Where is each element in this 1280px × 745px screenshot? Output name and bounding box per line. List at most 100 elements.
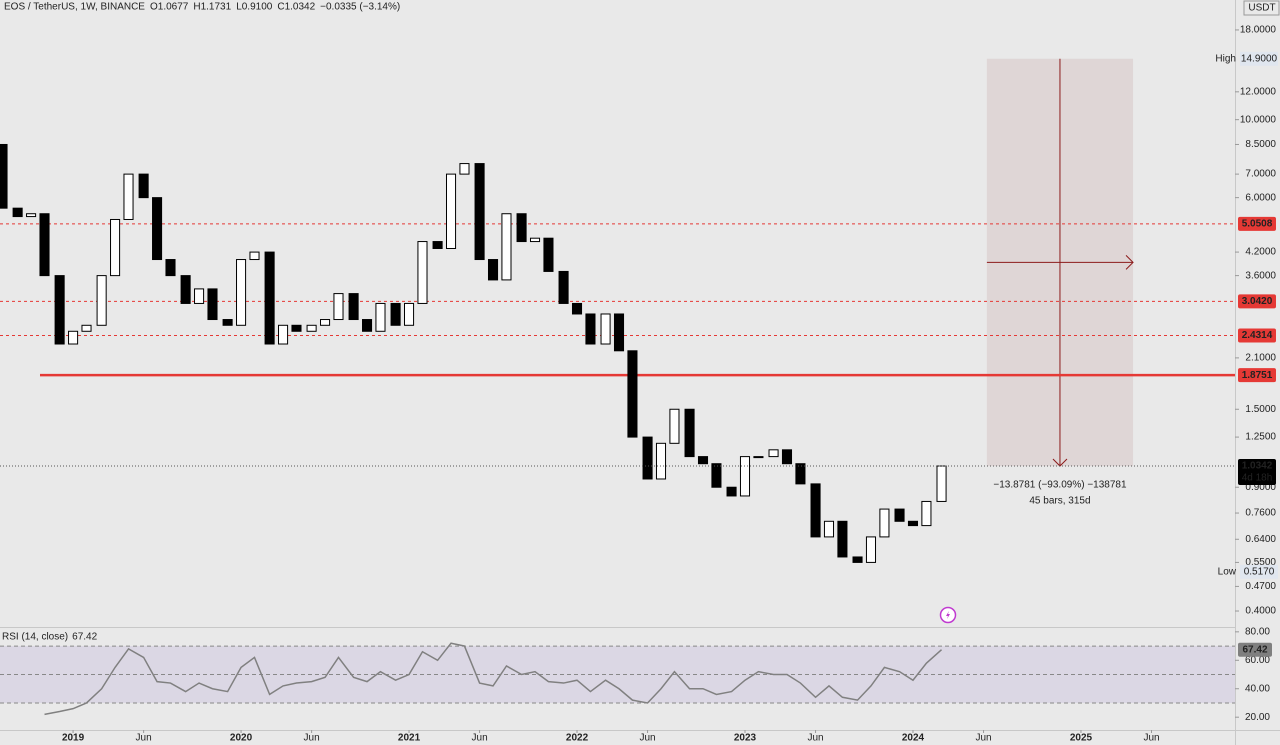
- rsi-y-tick-label: 60.00: [1245, 655, 1270, 666]
- candle-body: [613, 313, 625, 352]
- candle-body: [249, 251, 260, 261]
- x-tick-label: Jun: [136, 733, 152, 744]
- candle-body: [54, 275, 65, 345]
- candle-body: [627, 350, 638, 438]
- candle-body: [207, 288, 218, 321]
- candle-body: [474, 163, 485, 261]
- candle-body: [152, 197, 163, 261]
- x-tick-label: 2025: [1070, 733, 1093, 744]
- candle-body: [907, 520, 919, 527]
- low-marker-tag: [1240, 564, 1278, 579]
- y-tick-label: 0.4700: [1245, 581, 1276, 592]
- countdown: 4d 18h: [1242, 473, 1273, 484]
- y-tick-label: 1.2500: [1245, 432, 1276, 443]
- price-level-tag: [1238, 216, 1276, 231]
- y-tick-label: 0.4000: [1245, 606, 1276, 617]
- y-tick-label: 8.5000: [1245, 139, 1276, 150]
- candle-body: [655, 442, 667, 480]
- low-marker-name: Low: [1218, 566, 1237, 577]
- candle-body: [529, 237, 541, 243]
- x-tick-label: Jun: [304, 733, 320, 744]
- y-tick-label: 10.0000: [1240, 114, 1277, 125]
- price-level-tag: [1238, 328, 1276, 343]
- candle-body: [642, 436, 653, 480]
- candle-body: [417, 241, 428, 304]
- rsi-y-tick-label: 80.00: [1245, 626, 1270, 637]
- candle-body: [278, 324, 289, 345]
- currency-box: [1243, 0, 1280, 16]
- candle-body: [571, 302, 583, 315]
- candle-body: [879, 508, 890, 538]
- low-marker-value: 0.5170: [1244, 566, 1275, 577]
- x-tick-label: 2019: [62, 733, 85, 744]
- ohlc-value: L0.9100: [236, 2, 273, 13]
- ohlc-value: O1.0677: [150, 2, 189, 13]
- candle-body: [333, 293, 344, 321]
- candle-body: [781, 449, 793, 465]
- candle-body: [726, 486, 737, 497]
- candle-body: [768, 449, 779, 458]
- y-tick-label: 3.6000: [1245, 270, 1276, 281]
- candle-body: [81, 324, 92, 332]
- x-tick-label: Jun: [472, 733, 488, 744]
- rsi-y-tick-label: 20.00: [1245, 712, 1270, 723]
- candle-body: [320, 319, 331, 326]
- candle-body: [711, 463, 722, 488]
- measure-bars: 45 bars, 315d: [1029, 496, 1090, 507]
- x-tick-label: Jun: [1143, 733, 1159, 744]
- candle-body: [123, 173, 134, 220]
- last-price-label: 1.0342: [1242, 461, 1273, 472]
- y-tick-label: 1.5000: [1245, 404, 1276, 415]
- rsi-last-tag: [1238, 642, 1272, 657]
- alert-icon: [939, 606, 957, 624]
- ohlc-value: C1.0342: [277, 2, 315, 13]
- symbol: EOS / TetherUS, 1W, BINANCE: [4, 2, 145, 13]
- y-tick-label: 7.0000: [1245, 169, 1276, 180]
- candle-body: [459, 163, 470, 175]
- candle-body: [823, 520, 835, 538]
- y-tick-label: 0.7600: [1245, 508, 1276, 519]
- rsi-line: [44, 642, 943, 716]
- y-tick-label: 12.0000: [1240, 86, 1277, 97]
- ohlc-value: H1.1731: [193, 2, 231, 13]
- price-level-label: 3.0420: [1242, 296, 1273, 307]
- y-tick-label: 0.9000: [1245, 482, 1276, 493]
- candle-body: [26, 213, 37, 218]
- candle-body: [96, 275, 107, 326]
- high-marker-name: High: [1215, 53, 1236, 64]
- ohlc-value: −0.0335 (−3.14%): [320, 2, 400, 13]
- candle-body: [39, 213, 50, 277]
- candle-body: [865, 536, 877, 563]
- y-tick-label: 6.0000: [1245, 192, 1276, 203]
- candle-body: [138, 173, 149, 199]
- candle-body: [0, 143, 8, 209]
- candle-body: [501, 213, 512, 281]
- candle-body: [348, 293, 359, 321]
- candle-body: [852, 556, 863, 563]
- price-level-tag: [1238, 294, 1276, 309]
- candle-body: [837, 520, 848, 558]
- candle-body: [68, 330, 79, 345]
- candle-body: [936, 465, 947, 502]
- candle-body: [921, 500, 932, 527]
- candle-body: [753, 456, 764, 459]
- candle-body: [600, 313, 611, 345]
- x-tick-label: Jun: [807, 733, 823, 744]
- rsi-last-label: 67.42: [1242, 644, 1267, 655]
- candle-body: [795, 463, 806, 485]
- candle-body: [669, 408, 680, 444]
- candle-body: [222, 319, 233, 326]
- candle-body: [445, 173, 457, 249]
- high-marker-tag: [1240, 51, 1278, 66]
- x-tick-label: Jun: [640, 733, 656, 744]
- x-tick-label: 2021: [398, 733, 421, 744]
- x-tick-label: 2023: [734, 733, 757, 744]
- price-level-tag: [1238, 368, 1276, 383]
- candle-body: [390, 302, 401, 326]
- candle-body: [432, 241, 443, 249]
- candle-body: [697, 456, 709, 465]
- x-tick-label: Jun: [975, 733, 991, 744]
- last-price-tag: [1238, 459, 1276, 486]
- candle-body: [558, 270, 569, 304]
